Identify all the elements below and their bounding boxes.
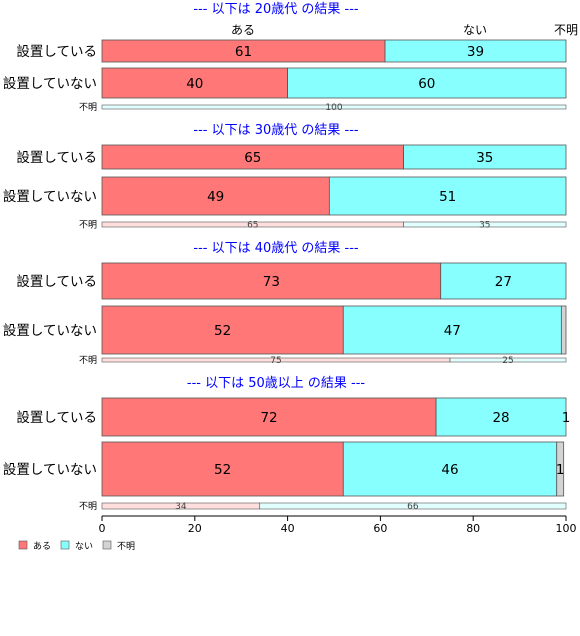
x-tick-label: 20 (188, 522, 202, 535)
column-header-0: ある (231, 23, 255, 37)
data-label: 1 (556, 462, 565, 478)
category-label: 不明 (79, 220, 97, 231)
category-label: 設置している (16, 44, 97, 60)
data-label: 52 (214, 323, 231, 339)
data-label: 28 (492, 410, 509, 426)
category-label: 不明 (79, 102, 97, 113)
category-label: 不明 (79, 355, 97, 366)
column-header-2: 不明 (554, 23, 578, 37)
category-label: 設置している (16, 274, 97, 290)
data-label: 40 (186, 76, 203, 92)
column-header-1: ない (463, 23, 487, 37)
legend-label: 不明 (117, 541, 135, 552)
bar-segment (101, 397, 437, 437)
data-label: 34 (175, 502, 187, 512)
bar-segment (101, 305, 344, 355)
data-label: 35 (476, 150, 493, 166)
group-title: --- 以下は 50歳以上 の結果 --- (187, 376, 366, 391)
legend-label: ない (75, 541, 93, 552)
bar-segment (101, 144, 405, 170)
data-label: 49 (207, 189, 224, 205)
x-tick-label: 100 (556, 522, 577, 535)
data-label: 47 (444, 323, 461, 339)
x-tick-label: 0 (99, 522, 106, 535)
category-label: 設置していない (3, 189, 97, 205)
data-label: 25 (502, 356, 513, 366)
x-tick-label: 40 (281, 522, 295, 535)
category-label: 設置していない (3, 323, 97, 339)
group-title: --- 以下は 30歳代 の結果 --- (193, 123, 359, 138)
data-label: 27 (495, 274, 512, 290)
legend-swatch (60, 540, 70, 550)
bar-segment (101, 104, 567, 110)
data-label: 75 (270, 356, 281, 366)
bar-segment (449, 357, 567, 363)
data-label: 39 (467, 44, 484, 60)
bar-segment (403, 221, 567, 228)
data-label: 65 (244, 150, 261, 166)
data-label: 46 (441, 462, 458, 478)
category-label: 設置していない (3, 462, 97, 478)
data-label: 66 (407, 502, 419, 512)
group-title: --- 以下は 20歳代 の結果 --- (193, 2, 359, 17)
category-label: 設置していない (3, 76, 97, 92)
bar-segment (287, 67, 567, 99)
data-label: 1 (562, 410, 571, 426)
bar-segment (556, 441, 565, 497)
x-tick-label: 80 (466, 522, 480, 535)
data-label: 72 (260, 410, 277, 426)
bar-segment (384, 39, 567, 63)
bar-segment (101, 67, 289, 99)
legend-swatch (102, 540, 112, 550)
data-label: 61 (235, 44, 252, 60)
data-label: 65 (247, 221, 258, 231)
group-title: --- 以下は 40歳代 の結果 --- (193, 241, 359, 256)
legend-swatch (18, 540, 28, 550)
legend-label: ある (33, 541, 51, 552)
bar-segment (101, 176, 330, 216)
bar-segment (328, 176, 567, 216)
category-label: 不明 (79, 501, 97, 512)
bar-segment (403, 144, 567, 170)
data-label: 52 (214, 462, 231, 478)
bar-segment (101, 441, 344, 497)
data-label: 51 (439, 189, 456, 205)
data-label: 60 (418, 76, 435, 92)
data-label: 100 (325, 103, 342, 113)
data-label: 35 (479, 221, 490, 231)
bar-segment (435, 397, 567, 437)
bar-segment (259, 502, 567, 510)
data-label: 73 (263, 274, 280, 290)
bar-segment (560, 305, 567, 355)
bar-segment (440, 262, 567, 300)
category-label: 設置している (16, 150, 97, 166)
bar-segment (342, 441, 558, 497)
bar-segment (342, 305, 562, 355)
category-label: 設置している (16, 410, 97, 426)
x-tick-label: 60 (373, 522, 387, 535)
bar-segment (101, 262, 442, 300)
